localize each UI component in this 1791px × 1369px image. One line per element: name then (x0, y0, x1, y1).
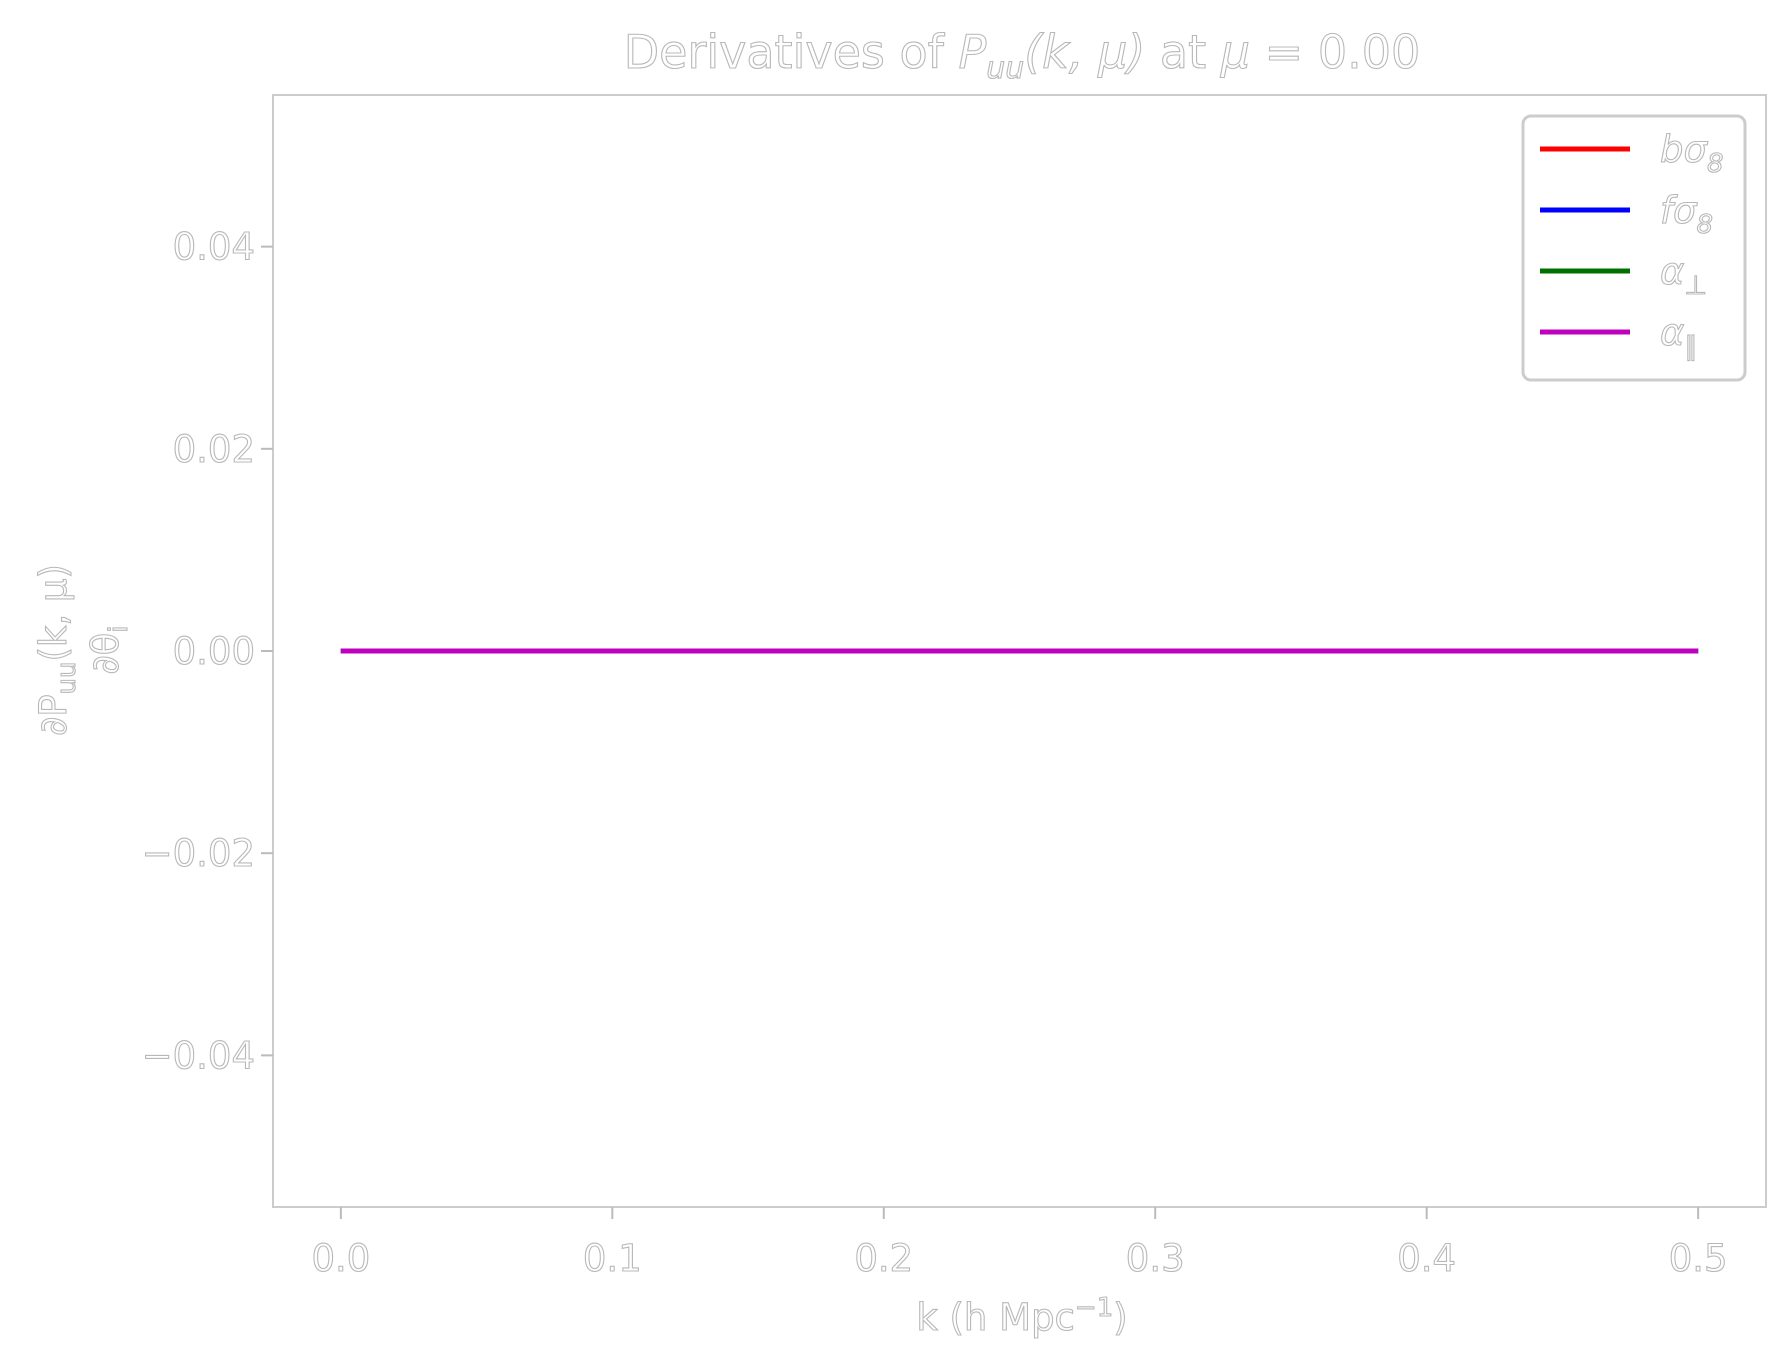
legend-label: α∥ (1660, 311, 1697, 362)
x-tick-label: 0.3 (1126, 1237, 1185, 1280)
x-tick-label: 0.0 (311, 1237, 370, 1280)
y-axis-label: ∂Puu(k, μ) ∂θi (31, 564, 134, 737)
x-tick-label: 0.5 (1669, 1237, 1728, 1280)
y-tick-label: 0.00 (173, 630, 255, 673)
y-tick-label: −0.04 (142, 1034, 255, 1077)
x-tick-label: 0.4 (1397, 1237, 1456, 1280)
chart-title: Derivatives of Puu(k, μ) at μ = 0.00 (624, 25, 1421, 86)
y-tick-label: 0.04 (173, 226, 255, 269)
x-axis-label: k (h Mpc−1) (916, 1293, 1127, 1339)
y-axis-label-numerator: ∂Puu(k, μ) (32, 564, 82, 736)
legend-label: α⊥ (1660, 250, 1707, 301)
y-axis-ticks: −0.04 −0.02 0.00 0.02 0.04 (141, 225, 273, 1078)
legend-label: bσ8 (1660, 128, 1723, 179)
x-tick-label: 0.1 (583, 1237, 642, 1280)
legend-box (1521, 114, 1747, 382)
y-axis-label-denominator: ∂θi (84, 625, 134, 674)
x-axis-ticks: 0.0 0.1 0.2 0.3 0.4 0.5 (311, 1207, 1728, 1281)
y-tick-label: 0.02 (173, 428, 255, 471)
x-tick-label: 0.2 (854, 1237, 913, 1280)
y-tick-label: −0.02 (142, 832, 255, 875)
legend-label: fσ8 (1660, 189, 1713, 240)
legend: bσ8 fσ8 α⊥ α∥ (1521, 114, 1747, 382)
